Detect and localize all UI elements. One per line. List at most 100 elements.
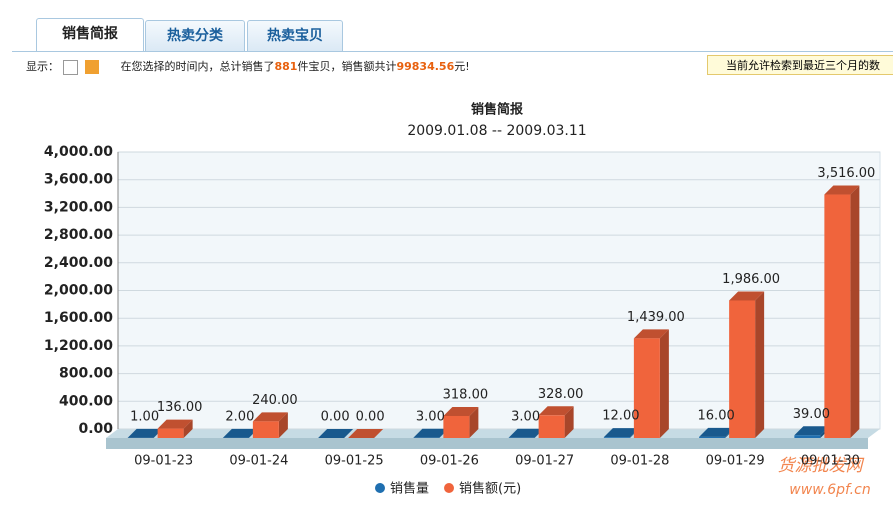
- display-label: 显示：: [26, 60, 59, 73]
- y-tick-label: 1,200.00: [44, 338, 113, 354]
- y-tick-label: 2,400.00: [44, 255, 113, 271]
- legend-label: 销售量: [390, 481, 429, 497]
- value-label: 240.00: [252, 393, 298, 408]
- x-tick-label: 09-01-24: [229, 454, 288, 469]
- legend-marker: [444, 483, 455, 493]
- value-label: 3.00: [416, 409, 445, 424]
- bar-face: [222, 428, 258, 438]
- y-tick-label: 1,600.00: [44, 310, 113, 326]
- bar-face: [252, 421, 279, 438]
- bar: [824, 185, 860, 438]
- chart-icon[interactable]: [85, 60, 99, 74]
- bar-face: [443, 406, 479, 416]
- bar-face: [564, 406, 574, 438]
- y-tick-label: 3,200.00: [44, 199, 113, 215]
- bar-face: [659, 329, 669, 438]
- count: 881: [274, 60, 298, 73]
- x-tick-label: 09-01-29: [706, 454, 765, 469]
- tab[interactable]: 热卖宝贝: [247, 20, 343, 51]
- legend-label: 销售额(元): [459, 481, 521, 497]
- summary-text: 件宝贝，销售额共计: [297, 60, 397, 73]
- bar-face: [633, 338, 660, 438]
- chart-title: 销售简报: [471, 102, 524, 118]
- bar-face: [469, 406, 479, 438]
- bar-face: [443, 415, 470, 438]
- x-tick-label: 09-01-23: [134, 454, 193, 469]
- floor-front: [106, 438, 868, 449]
- summary: 显示： 在您选择的时间内，总计销售了881件宝贝，销售额共计99834.56元!: [26, 58, 470, 75]
- bar: [729, 291, 765, 438]
- value-label: 12.00: [602, 409, 639, 424]
- y-tick-label: 2,800.00: [44, 227, 113, 243]
- list-icon[interactable]: [62, 59, 78, 75]
- y-tick-label: 400.00: [59, 393, 113, 409]
- bar-face: [318, 429, 354, 438]
- y-tick-label: 800.00: [59, 366, 113, 382]
- legend-marker: [375, 483, 385, 493]
- bar-face: [183, 419, 193, 438]
- value-label: 3.00: [511, 409, 540, 424]
- value-label: 39.00: [793, 407, 830, 422]
- bar-face: [252, 412, 288, 422]
- bar: [157, 419, 193, 438]
- value-label: 328.00: [538, 387, 584, 402]
- bar-face: [755, 291, 765, 438]
- watermark: www.6pf.cn: [789, 482, 870, 498]
- chart-subtitle: 2009.01.08 -- 2009.03.11: [407, 123, 586, 139]
- tab-bar: 销售简报 热卖分类 热卖宝贝: [12, 18, 893, 52]
- bar-face: [794, 435, 821, 438]
- bar-face: [157, 428, 184, 438]
- bar: [538, 406, 574, 438]
- value-label: 0.00: [356, 410, 385, 425]
- value-label: 16.00: [698, 408, 735, 423]
- value-label: 3,516.00: [817, 166, 875, 181]
- bar-face: [729, 300, 756, 438]
- bar-face: [508, 428, 544, 438]
- bar: [443, 406, 479, 438]
- summary-text: 在您选择的时间内，总计销售了: [120, 60, 275, 73]
- value-label: 318.00: [443, 387, 489, 402]
- bar: [252, 412, 288, 438]
- value-label: 136.00: [157, 400, 203, 415]
- bar-face: [413, 428, 449, 438]
- bar-face: [794, 426, 830, 436]
- bar-face: [603, 437, 630, 438]
- value-label: 1.00: [130, 409, 159, 424]
- bar-face: [824, 185, 860, 195]
- bar-face: [538, 406, 574, 416]
- watermark: 货源批发网: [778, 456, 865, 476]
- x-tick-label: 09-01-30: [801, 454, 860, 469]
- tab[interactable]: 热卖分类: [145, 20, 245, 51]
- bar: [318, 429, 354, 438]
- bar-face: [127, 428, 163, 438]
- amount: 99834.56: [396, 60, 455, 73]
- y-tick-label: 4,000.00: [44, 144, 113, 160]
- tip: 当前允许检索到最近三个月的数: [707, 55, 893, 75]
- y-tick-label: 0.00: [78, 421, 113, 437]
- bar-face: [824, 194, 851, 438]
- bar: [348, 429, 384, 438]
- value-label: 0.00: [321, 410, 350, 425]
- bar-face: [538, 415, 565, 438]
- x-tick-label: 09-01-26: [420, 454, 479, 469]
- bar-face: [699, 436, 726, 438]
- y-tick-label: 2,000.00: [44, 283, 113, 299]
- tab[interactable]: 销售简报: [36, 18, 144, 51]
- value-label: 1,439.00: [627, 310, 685, 325]
- bar-face: [157, 419, 193, 429]
- bar-face: [278, 412, 288, 438]
- bar-face: [603, 428, 639, 438]
- y-tick-label: 3,600.00: [44, 172, 113, 188]
- floor: [106, 429, 880, 438]
- bar-face: [729, 291, 765, 301]
- bar-face: [348, 429, 384, 438]
- bar: [633, 329, 669, 438]
- summary-text: 元!: [454, 60, 470, 73]
- value-label: 1,986.00: [722, 272, 780, 287]
- x-tick-label: 09-01-27: [515, 454, 574, 469]
- x-tick-label: 09-01-28: [610, 454, 669, 469]
- value-label: 2.00: [225, 409, 254, 424]
- x-tick-label: 09-01-25: [325, 454, 384, 469]
